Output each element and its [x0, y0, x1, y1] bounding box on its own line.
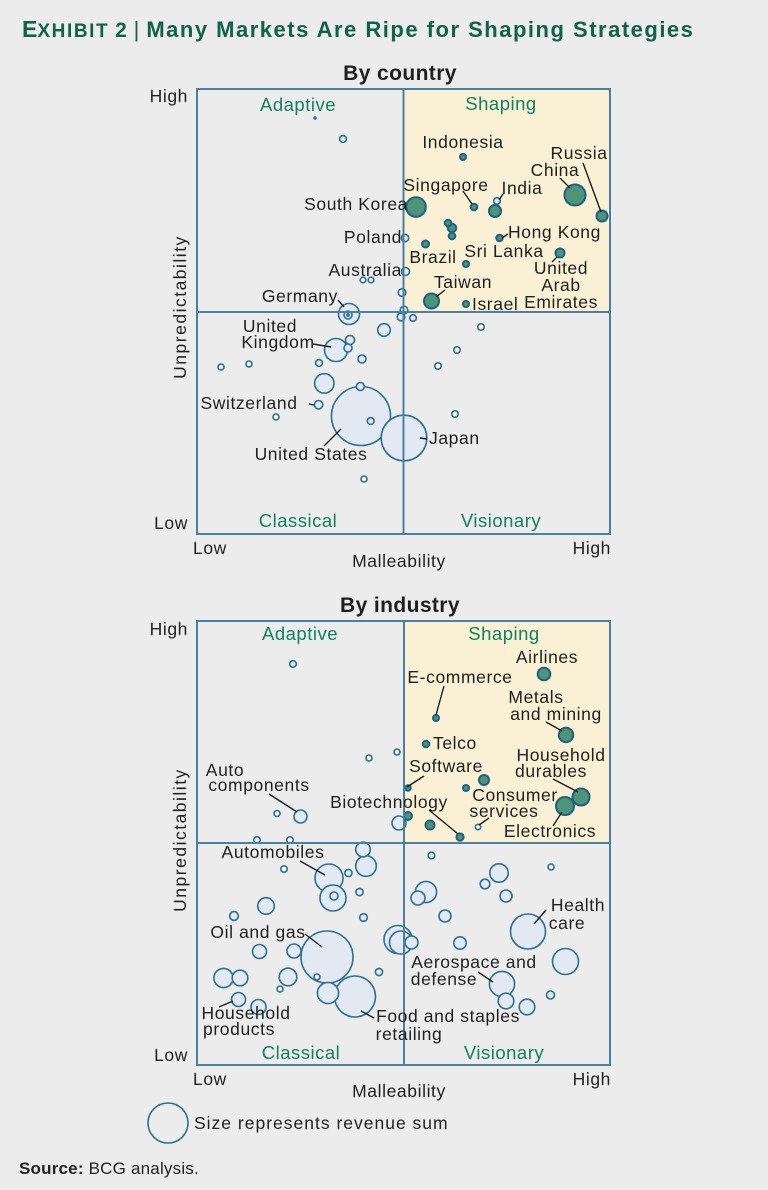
svg-text:United: United: [243, 316, 297, 336]
svg-text:Metals: Metals: [508, 687, 563, 707]
svg-text:Classical: Classical: [259, 510, 338, 531]
svg-text:Visionary: Visionary: [461, 510, 542, 531]
svg-text:Low: Low: [154, 513, 188, 533]
svg-text:Source: BCG analysis.: Source: BCG analysis.: [19, 1159, 199, 1178]
svg-text:United: United: [534, 258, 588, 278]
svg-text:Unpredictability: Unpredictability: [170, 768, 190, 912]
svg-text:Food and staples: Food and staples: [376, 1006, 520, 1026]
svg-text:United States: United States: [255, 444, 368, 464]
svg-text:Emirates: Emirates: [524, 292, 598, 312]
svg-text:Singapore: Singapore: [403, 175, 488, 195]
svg-text:Switzerland: Switzerland: [200, 393, 297, 413]
svg-text:High: High: [150, 619, 188, 639]
svg-text:Household: Household: [516, 745, 605, 765]
svg-text:Household: Household: [201, 1003, 290, 1023]
svg-text:components: components: [208, 775, 309, 795]
svg-text:durables: durables: [515, 761, 587, 781]
svg-text:Israel: Israel: [472, 294, 518, 314]
svg-text:Telco: Telco: [433, 733, 477, 753]
svg-text:Low: Low: [154, 1045, 188, 1065]
svg-text:By country: By country: [343, 62, 457, 85]
svg-text:High: High: [573, 1069, 611, 1089]
svg-text:Automobiles: Automobiles: [222, 842, 325, 862]
svg-text:Consumer: Consumer: [472, 785, 558, 805]
svg-text:Auto: Auto: [206, 760, 244, 780]
svg-text:South Korea: South Korea: [304, 194, 408, 214]
svg-text:Health: Health: [551, 895, 605, 915]
svg-text:Electronics: Electronics: [504, 821, 596, 841]
svg-text:Shaping: Shaping: [468, 623, 539, 644]
svg-text:defense: defense: [411, 969, 477, 989]
svg-text:Poland: Poland: [344, 227, 402, 247]
svg-text:China: China: [531, 160, 580, 180]
svg-text:Low: Low: [193, 1069, 227, 1089]
svg-text:Hong Kong: Hong Kong: [508, 222, 601, 242]
svg-text:Biotechnology: Biotechnology: [330, 792, 448, 812]
svg-text:Malleability: Malleability: [352, 551, 446, 571]
svg-text:Visionary: Visionary: [464, 1042, 545, 1063]
svg-text:Malleability: Malleability: [352, 1081, 446, 1101]
svg-text:products: products: [203, 1019, 275, 1039]
svg-text:Sri Lanka: Sri Lanka: [464, 241, 543, 261]
svg-text:Taiwan: Taiwan: [434, 272, 492, 292]
svg-text:EXHIBIT 2 |Many Markets Are Ri: EXHIBIT 2 | Many Markets Are Ripe for Sha…: [22, 16, 694, 42]
svg-text:Kingdom: Kingdom: [241, 332, 314, 352]
svg-text:Brazil: Brazil: [409, 247, 456, 267]
svg-text:High: High: [573, 538, 611, 558]
svg-text:Indonesia: Indonesia: [422, 132, 503, 152]
svg-text:Adaptive: Adaptive: [262, 623, 338, 644]
svg-text:and mining: and mining: [510, 704, 602, 724]
svg-text:Arab: Arab: [541, 275, 580, 295]
svg-text:services: services: [470, 801, 539, 821]
svg-text:Classical: Classical: [262, 1042, 341, 1063]
svg-text:Low: Low: [193, 538, 227, 558]
svg-text:Oil and gas: Oil and gas: [210, 922, 305, 942]
svg-text:Japan: Japan: [429, 428, 480, 448]
svg-text:Germany: Germany: [262, 286, 338, 306]
svg-text:E-commerce: E-commerce: [407, 667, 512, 687]
svg-text:Australia: Australia: [329, 260, 403, 280]
svg-text:Airlines: Airlines: [516, 647, 578, 667]
svg-text:Unpredictability: Unpredictability: [170, 235, 190, 379]
svg-text:India: India: [502, 178, 543, 198]
svg-text:retailing: retailing: [376, 1024, 443, 1044]
svg-text:Adaptive: Adaptive: [260, 94, 336, 115]
svg-text:High: High: [150, 86, 188, 106]
svg-text:care: care: [549, 913, 585, 933]
svg-text:Size represents revenue sum: Size represents revenue sum: [194, 1113, 449, 1133]
svg-text:Shaping: Shaping: [465, 93, 536, 114]
svg-text:By industry: By industry: [340, 594, 460, 617]
svg-text:Aerospace and: Aerospace and: [411, 952, 537, 972]
svg-text:Software: Software: [409, 756, 483, 776]
svg-text:Russia: Russia: [550, 143, 607, 163]
